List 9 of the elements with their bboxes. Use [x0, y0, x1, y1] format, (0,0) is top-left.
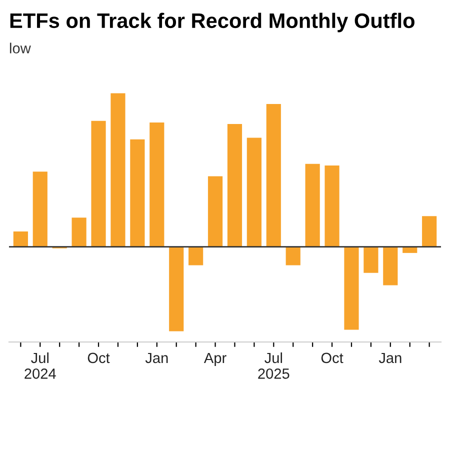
x-tick-label: Apr	[204, 352, 226, 366]
x-tick-label: Oct	[88, 352, 110, 364]
x-tick-label: Oct	[321, 352, 344, 364]
x-tick-label: Jan	[378, 352, 402, 364]
x-tick-label: Jan	[145, 352, 168, 364]
chart-title: ETFs on Track for Record Monthly Outflo	[10, 12, 414, 32]
x-tick-label: Jul 2025	[258, 352, 290, 379]
x-tick-label: Jul 2024	[24, 352, 56, 379]
chart-subtitle: low	[10, 42, 31, 54]
